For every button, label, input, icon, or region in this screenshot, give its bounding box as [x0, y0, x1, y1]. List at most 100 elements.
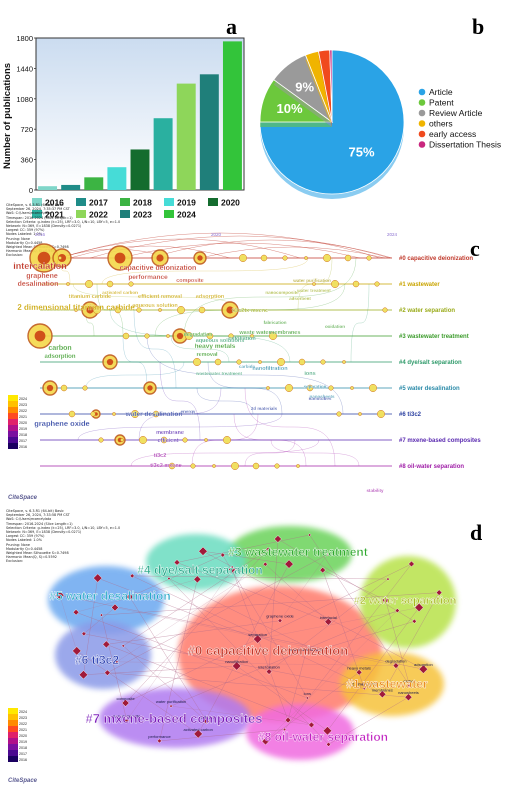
network-view: aqueous solutions nanosheets performance na… [8, 526, 457, 784]
timeline-keyword: nanotubes [309, 396, 332, 401]
pie-slice-depth [305, 56, 332, 128]
network-edge [129, 596, 207, 722]
network-edge [83, 633, 365, 689]
timeline-node-core [197, 255, 203, 261]
timeline-keyword: heavy metals [195, 343, 236, 350]
timeline-keyword: water purification [292, 278, 331, 283]
timeline-node [182, 437, 188, 443]
timeline-cluster-label: #0 capacitive deionization [399, 256, 473, 262]
network-node [305, 696, 310, 700]
colorbar-year: 2017 [19, 439, 27, 443]
timeline-node-core [106, 358, 114, 366]
timeline-link [85, 361, 185, 389]
network-node [418, 664, 428, 674]
timeline-keyword: adsorption [45, 354, 76, 360]
timeline-node [277, 358, 285, 366]
network-node [408, 560, 415, 568]
network-node [261, 737, 270, 746]
bar-2016 [38, 186, 58, 190]
network-keyword: nanofiltration [225, 659, 248, 664]
network-node [81, 631, 87, 637]
timeline-keyword: carbide [239, 364, 256, 369]
network-node [198, 546, 208, 556]
timeline-node [352, 280, 360, 288]
y-tick-label: 1800 [16, 34, 33, 43]
timeline-node [185, 332, 193, 340]
colorbar-year: 2023 [19, 403, 27, 407]
colorbar-year: 2021 [19, 728, 27, 732]
timeline-keyword: 2 dimensional titanium carbide [17, 303, 135, 312]
pie-legend-label: Patent [429, 98, 454, 108]
colorbar-year: 2018 [19, 433, 27, 437]
network-edge [287, 653, 306, 721]
legend-swatch-2022 [76, 210, 86, 218]
network-node [228, 565, 236, 574]
timeline-node [328, 385, 334, 391]
network-node [121, 644, 125, 648]
network-node [381, 596, 390, 604]
timeline-node [152, 410, 160, 418]
timeline-node [258, 360, 262, 364]
timeline-keyword: nanocomposite [265, 290, 299, 295]
timeline-node [260, 254, 268, 262]
colorbar-year: 2016 [19, 445, 27, 449]
timeline-node [282, 255, 288, 261]
network-node [232, 661, 242, 671]
network-edge [170, 610, 398, 707]
pie-legend-label: others [429, 119, 453, 129]
colorbar-cell [8, 744, 18, 750]
timeline-node [66, 282, 70, 286]
colorbar-year: 2024 [19, 397, 27, 401]
timeline-node [350, 386, 354, 390]
network-node [356, 669, 363, 676]
pie-legend-marker [418, 120, 426, 127]
pie-slice-label: 9% [295, 80, 314, 95]
legend-label: 2018 [133, 198, 152, 208]
network-node [362, 686, 367, 691]
network-keyword: nanocomposite [113, 714, 141, 719]
network-edge [76, 579, 198, 613]
timeline-node [98, 437, 104, 443]
network-node [115, 660, 119, 664]
network-edge [277, 538, 415, 622]
timeline-node [342, 360, 346, 364]
colorbar-year: 2020 [19, 734, 27, 738]
timeline-node [90, 411, 96, 417]
timeline-node [269, 332, 277, 340]
timeline-cluster-label: #6 ti3c2 [399, 412, 422, 418]
timeline-link [170, 335, 230, 363]
timeline-node [114, 306, 122, 314]
timeline-node-core [147, 385, 153, 391]
timeline-node [112, 412, 116, 416]
timeline-keyword: waste water [238, 330, 271, 336]
network-cluster-label: #2 water separation [354, 595, 457, 607]
timeline-keyword: graphene [26, 273, 58, 280]
network-node [193, 729, 203, 739]
pie-legend-marker [418, 141, 426, 148]
network-edge [268, 538, 279, 672]
network-node [265, 668, 273, 675]
bar-2021 [153, 118, 173, 190]
legend-label: 2019 [177, 198, 196, 208]
network-keyword: graphene oxide [266, 614, 294, 619]
network-node [121, 699, 130, 707]
timeline-node [60, 384, 68, 392]
timeline-node-core [34, 330, 46, 342]
timeline-keyword: graphene oxide [34, 419, 89, 428]
pie-slice-dissertation-thesis [329, 49, 333, 123]
colorbar-cell [8, 738, 18, 744]
timeline-node [252, 462, 260, 470]
network-keyword: removal [199, 714, 213, 719]
y-tick-label: 720 [20, 125, 33, 134]
network-cluster-label: #7 mxene-based composites [85, 711, 262, 726]
network-edge [125, 549, 269, 704]
timeline-node [382, 307, 388, 313]
network-node [55, 590, 65, 600]
timeline-keyword: water desalination [125, 411, 183, 418]
timeline-keyword: membranes [270, 330, 301, 336]
timeline-link [138, 387, 222, 441]
timeline-node [366, 255, 372, 261]
colorbar-cell [8, 425, 18, 431]
timeline-link [101, 257, 309, 285]
timeline-link [350, 283, 370, 363]
